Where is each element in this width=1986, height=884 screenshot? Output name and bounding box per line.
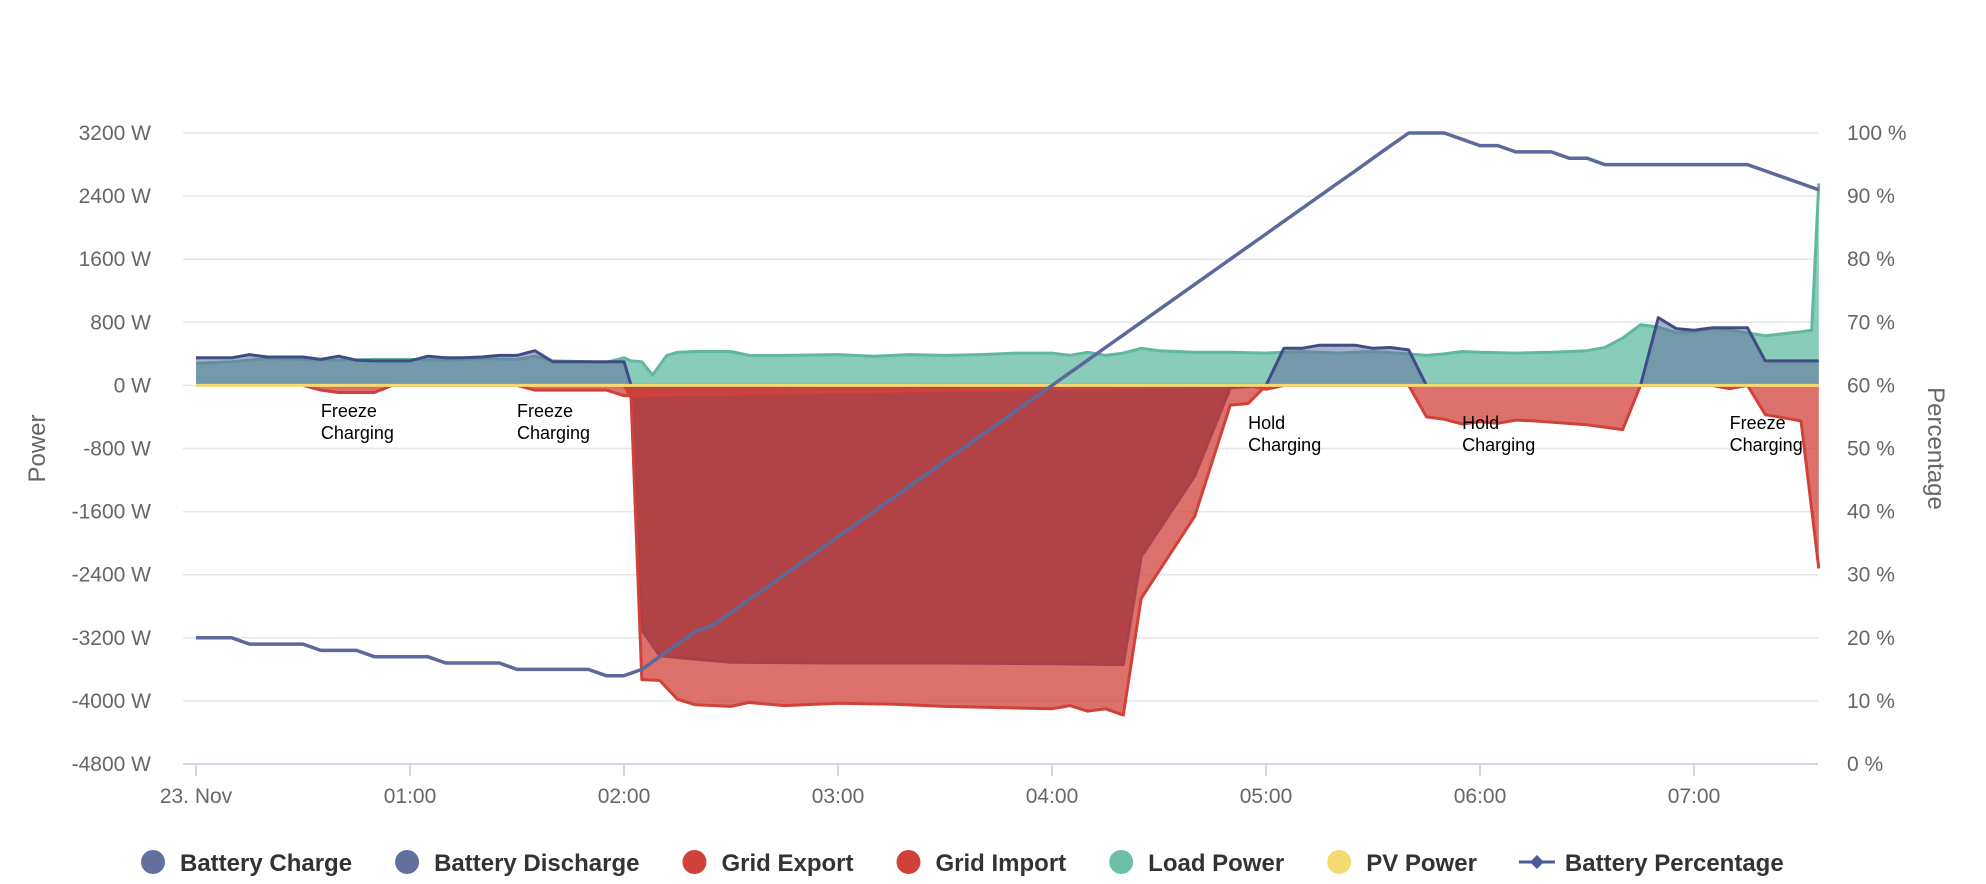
- y-tick-label-right: 50 %: [1847, 438, 1895, 461]
- legend[interactable]: Battery Charge Battery Discharge Grid Expo…: [141, 850, 1784, 877]
- legend-label: Grid Import: [936, 850, 1067, 877]
- y-tick-label-right: 20 %: [1847, 627, 1895, 650]
- axis-layer: 3200 W 2400 W 1600 W 800 W 0 W -800 W -1600 W -…: [24, 122, 1949, 808]
- series-area-grid-export: [303, 385, 1748, 396]
- legend-item-battery-charge[interactable]: Battery Charge: [141, 850, 352, 877]
- y-tick-label-right: 10 %: [1847, 690, 1895, 713]
- legend-label: Load Power: [1148, 850, 1284, 877]
- y-tick-label-left: -800 W: [83, 438, 151, 461]
- legend-dot-symbol: [141, 850, 165, 874]
- x-tick-label: 06:00: [1454, 785, 1507, 808]
- annotation-label: Hold: [1462, 413, 1499, 433]
- legend-diamond-symbol: [1529, 855, 1544, 869]
- x-tick-label: 07:00: [1668, 785, 1721, 808]
- y-tick-label-left: 800 W: [90, 311, 151, 334]
- y-tick-label-right: 30 %: [1847, 564, 1895, 587]
- y-tick-label-left: 2400 W: [79, 185, 152, 208]
- y-axis-title-left: Power: [24, 414, 51, 482]
- y-tick-label-left: 3200 W: [79, 122, 152, 145]
- percentage-layer: [196, 131, 1820, 678]
- y-tick-label-right: 70 %: [1847, 311, 1895, 334]
- legend-item-battery-percentage[interactable]: Battery Percentage: [1518, 850, 1784, 877]
- series-area-load-power: [196, 183, 1819, 386]
- annotation-label: Charging: [321, 423, 394, 443]
- legend-dot-symbol: [395, 850, 420, 874]
- annotation-label: Freeze: [517, 401, 573, 421]
- y-tick-label-left: -3200 W: [72, 627, 152, 650]
- annotation-label: Charging: [517, 423, 590, 443]
- x-tick-label: 23. Nov: [160, 785, 233, 808]
- annotation-label: Charging: [1730, 435, 1803, 455]
- y-tick-label-right: 40 %: [1847, 501, 1895, 524]
- series-line-battery-charge: [196, 316, 1819, 387]
- y-tick-label-right: 90 %: [1847, 185, 1895, 208]
- y-tick-label-right: 80 %: [1847, 248, 1895, 271]
- y-tick-label-left: -4000 W: [72, 690, 152, 713]
- series-line-grid-import: [622, 383, 1821, 717]
- legend-label: Battery Charge: [180, 850, 352, 877]
- legend-label: PV Power: [1366, 850, 1477, 877]
- annotation-label: Freeze: [321, 401, 377, 421]
- annotation-layer: FreezeChargingFreezeChargingHoldCharging…: [321, 401, 1803, 455]
- y-tick-label-right: 60 %: [1847, 374, 1895, 397]
- legend-item-pv-power[interactable]: PV Power: [1327, 850, 1477, 877]
- x-tick-label: 03:00: [812, 785, 865, 808]
- x-tick-label: 05:00: [1240, 785, 1293, 808]
- series-layer: [195, 183, 1821, 717]
- y-tick-label-left: 1600 W: [79, 248, 152, 271]
- legend-label: Grid Export: [721, 850, 853, 877]
- y-tick-label-right: 0 %: [1847, 753, 1883, 776]
- y-tick-label-left: -2400 W: [72, 564, 152, 587]
- legend-dot-symbol: [896, 850, 921, 874]
- x-tick-label: 04:00: [1026, 785, 1079, 808]
- annotation-label: Charging: [1248, 435, 1321, 455]
- legend-label: Battery Discharge: [434, 850, 639, 877]
- legend-item-grid-export[interactable]: Grid Export: [682, 850, 854, 877]
- y-tick-label-left: -4800 W: [72, 753, 152, 776]
- series-area-battery-charge: [196, 317, 1819, 386]
- legend-dot-symbol: [1109, 850, 1134, 874]
- legend-item-battery-discharge[interactable]: Battery Discharge: [395, 850, 639, 877]
- y-axis-title-right: Percentage: [1922, 387, 1949, 510]
- legend-dot-symbol: [682, 850, 707, 874]
- annotation-label: Freeze: [1730, 413, 1786, 433]
- legend-item-grid-import[interactable]: Grid Import: [896, 850, 1067, 877]
- series-line-battery-percentage: [196, 131, 1820, 678]
- series-area-grid-import: [624, 385, 1819, 716]
- legend-item-load-power[interactable]: Load Power: [1109, 850, 1284, 877]
- legend-dot-symbol: [1327, 850, 1352, 874]
- series-line-load-power: [195, 183, 1821, 377]
- annotation-label: Charging: [1462, 435, 1535, 455]
- x-tick-label: 01:00: [384, 785, 437, 808]
- y-tick-label-left: 0 W: [114, 374, 152, 397]
- y-tick-label-right: 100 %: [1847, 122, 1907, 145]
- legend-label: Battery Percentage: [1565, 850, 1784, 877]
- y-tick-label-left: -1600 W: [72, 501, 152, 524]
- x-tick-label: 02:00: [598, 785, 651, 808]
- annotation-label: Hold: [1248, 413, 1285, 433]
